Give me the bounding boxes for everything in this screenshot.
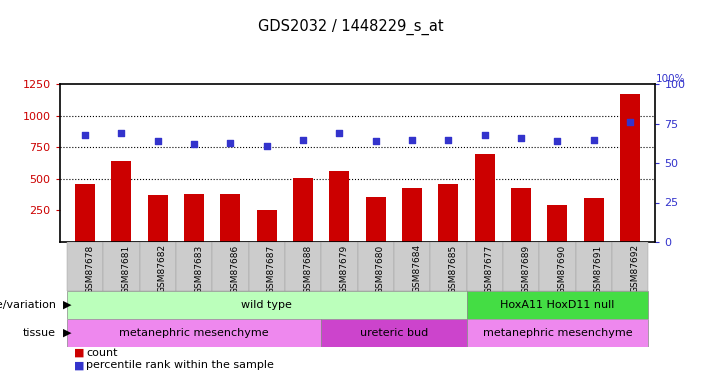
Text: ■: ■	[74, 360, 84, 370]
Bar	[321, 242, 358, 291]
Text: GSM87685: GSM87685	[449, 244, 457, 294]
Point	[515, 135, 526, 141]
Bar	[620, 94, 640, 242]
Bar	[612, 242, 648, 291]
Text: GSM87690: GSM87690	[557, 244, 566, 294]
Text: GSM87677: GSM87677	[484, 244, 494, 294]
Text: ■: ■	[74, 348, 84, 358]
Text: GSM87687: GSM87687	[266, 244, 275, 294]
Bar	[466, 319, 648, 347]
Text: GSM87682: GSM87682	[158, 244, 167, 293]
Text: metanephric mesenchyme: metanephric mesenchyme	[119, 328, 268, 338]
Text: GSM87691: GSM87691	[594, 244, 603, 294]
Bar	[430, 242, 466, 291]
Text: metanephric mesenchyme: metanephric mesenchyme	[482, 328, 632, 338]
Point	[152, 138, 163, 144]
Bar	[111, 161, 131, 242]
Bar	[176, 242, 212, 291]
Point	[625, 119, 636, 125]
Bar	[511, 188, 531, 242]
Bar	[584, 198, 604, 242]
Bar	[466, 242, 503, 291]
Point	[407, 136, 418, 142]
Text: ureteric bud: ureteric bud	[360, 328, 428, 338]
Text: HoxA11 HoxD11 null: HoxA11 HoxD11 null	[500, 300, 615, 310]
Bar	[139, 242, 176, 291]
Bar	[67, 319, 321, 347]
Text: percentile rank within the sample: percentile rank within the sample	[86, 360, 274, 370]
Text: GSM87689: GSM87689	[521, 244, 530, 294]
Text: ▶: ▶	[63, 328, 72, 338]
Bar	[539, 242, 576, 291]
Point	[479, 132, 490, 138]
Bar	[358, 242, 394, 291]
Text: tissue: tissue	[23, 328, 56, 338]
Bar	[329, 171, 349, 242]
Bar	[103, 242, 139, 291]
Text: GSM87681: GSM87681	[121, 244, 130, 294]
Bar	[366, 196, 386, 242]
Point	[443, 136, 454, 142]
Bar	[220, 194, 240, 242]
Point	[370, 138, 381, 144]
Text: GSM87680: GSM87680	[376, 244, 385, 294]
Point	[225, 140, 236, 146]
Text: GSM87678: GSM87678	[85, 244, 94, 294]
Bar	[321, 319, 466, 347]
Bar	[394, 242, 430, 291]
Bar	[576, 242, 612, 291]
Text: GSM87686: GSM87686	[231, 244, 239, 294]
Point	[189, 141, 200, 147]
Text: GSM87684: GSM87684	[412, 244, 421, 293]
Point	[116, 130, 127, 136]
Bar	[184, 194, 204, 242]
Text: count: count	[86, 348, 118, 358]
Bar	[67, 242, 103, 291]
Text: GSM87688: GSM87688	[303, 244, 312, 294]
Bar	[257, 210, 277, 242]
Text: GSM87683: GSM87683	[194, 244, 203, 294]
Point	[588, 136, 599, 142]
Bar	[503, 242, 539, 291]
Bar	[148, 195, 168, 242]
Bar	[466, 291, 648, 319]
Bar	[75, 184, 95, 242]
Bar	[475, 154, 495, 242]
Text: wild type: wild type	[241, 300, 292, 310]
Point	[552, 138, 563, 144]
Text: GDS2032 / 1448229_s_at: GDS2032 / 1448229_s_at	[258, 19, 443, 35]
Point	[79, 132, 90, 138]
Text: 100%: 100%	[655, 74, 685, 84]
Bar	[67, 291, 466, 319]
Point	[261, 143, 272, 149]
Bar	[212, 242, 249, 291]
Bar	[402, 188, 422, 242]
Text: genotype/variation: genotype/variation	[0, 300, 56, 310]
Bar	[249, 242, 285, 291]
Text: ▶: ▶	[63, 300, 72, 310]
Bar	[285, 242, 321, 291]
Point	[334, 130, 345, 136]
Bar	[547, 206, 567, 242]
Text: GSM87679: GSM87679	[339, 244, 348, 294]
Bar	[438, 184, 458, 242]
Text: GSM87692: GSM87692	[630, 244, 639, 293]
Bar	[293, 178, 313, 242]
Point	[297, 136, 308, 142]
